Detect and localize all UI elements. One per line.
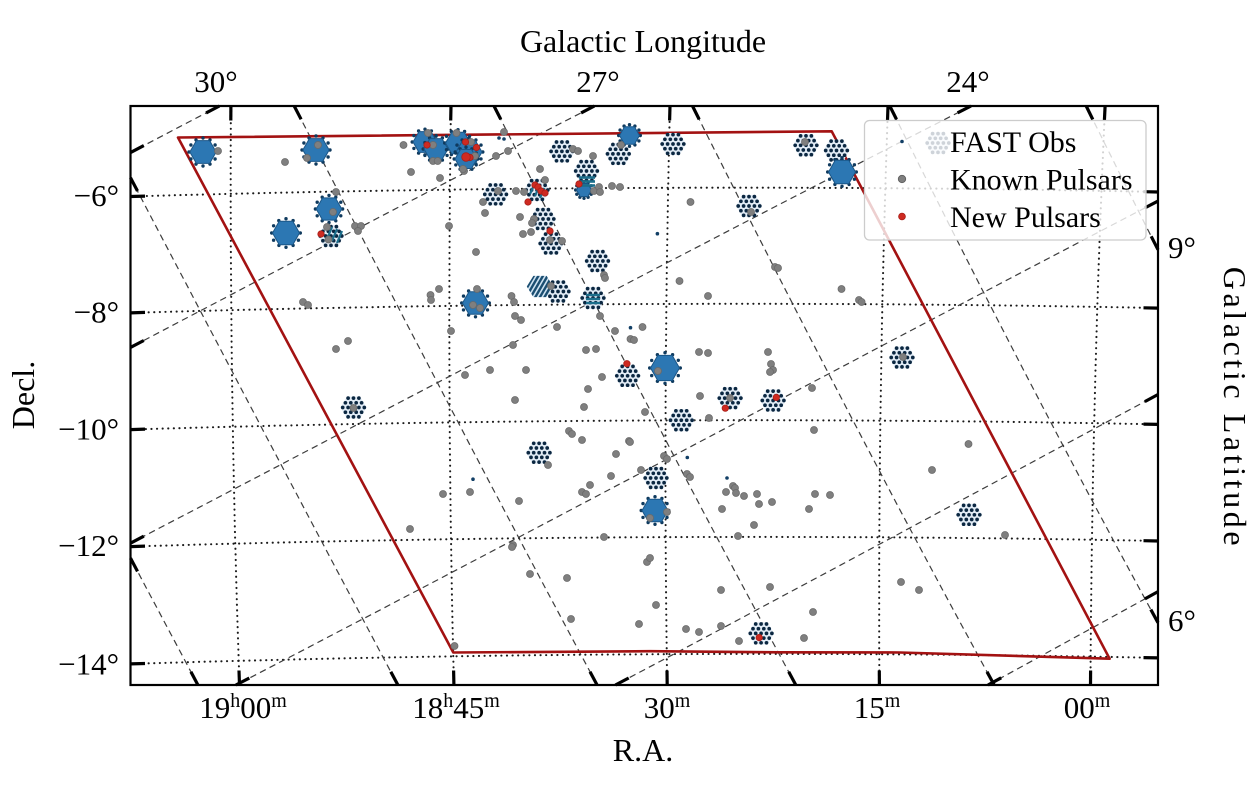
svg-text:19h00m: 19h00m: [199, 690, 287, 725]
svg-text:Decl.: Decl.: [5, 361, 41, 429]
svg-text:FAST Obs: FAST Obs: [950, 126, 1076, 159]
svg-text:24°: 24°: [946, 64, 989, 99]
svg-text:−6°: −6°: [74, 178, 119, 213]
svg-text:−14°: −14°: [58, 647, 119, 682]
svg-text:−12°: −12°: [58, 528, 119, 563]
svg-text:9°: 9°: [1168, 230, 1196, 265]
svg-text:R.A.: R.A.: [613, 732, 673, 768]
svg-text:00m: 00m: [1064, 690, 1111, 725]
svg-text:30°: 30°: [194, 64, 237, 99]
svg-text:−10°: −10°: [58, 412, 119, 447]
svg-text:−8°: −8°: [74, 295, 119, 330]
svg-text:Known Pulsars: Known Pulsars: [950, 164, 1133, 197]
svg-text:Galactic Longitude: Galactic Longitude: [520, 23, 766, 59]
svg-text:27°: 27°: [576, 64, 619, 99]
svg-text:6°: 6°: [1168, 603, 1196, 638]
svg-text:Galactic Latitude: Galactic Latitude: [1217, 267, 1252, 549]
svg-text:New Pulsars: New Pulsars: [950, 201, 1101, 234]
svg-text:30m: 30m: [644, 690, 691, 725]
